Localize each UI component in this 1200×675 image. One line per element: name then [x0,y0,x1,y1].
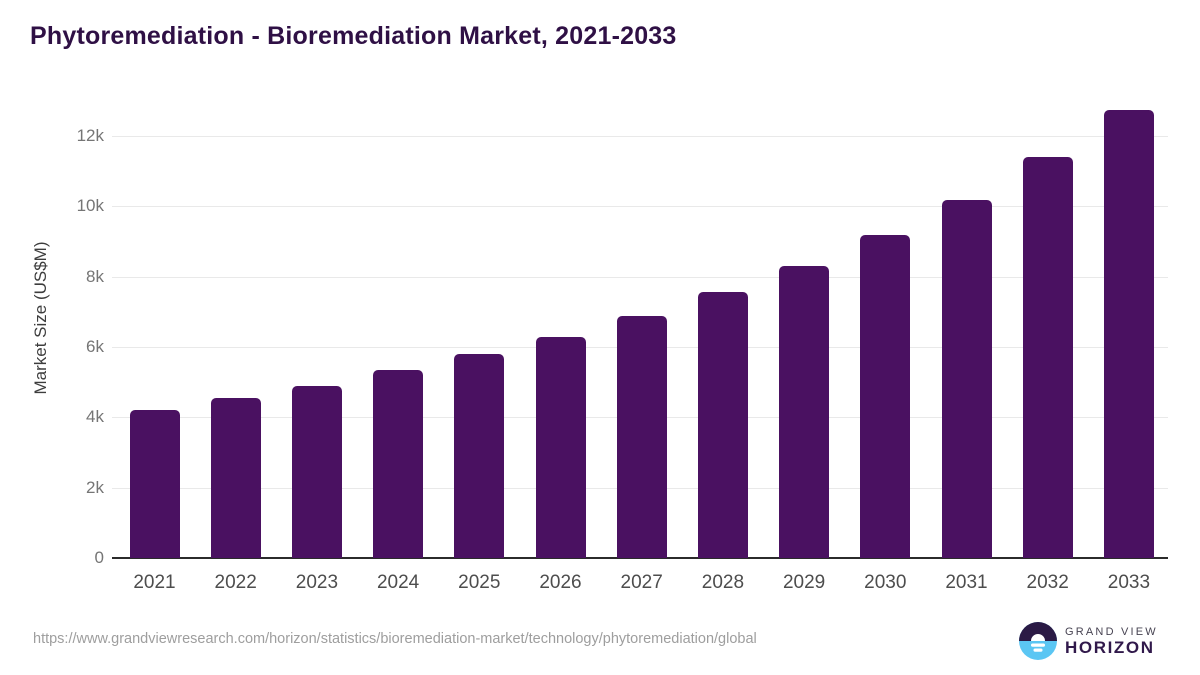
x-tick-label-2027: 2027 [620,572,663,593]
bar-2030[interactable] [860,235,911,558]
source-url: https://www.grandviewresearch.com/horizo… [33,631,757,647]
bar-2029[interactable] [779,266,830,558]
bar-2028[interactable] [697,292,748,558]
y-tick-label-4k: 4k [86,407,104,427]
bar-2021[interactable] [129,409,180,558]
sunrise-horizon-icon [1019,622,1057,660]
x-tick-label-2031: 2031 [945,572,988,593]
y-axis-title: Market Size (US$M) [31,241,50,395]
x-tick-label-2033: 2033 [1107,572,1151,593]
bar-2031[interactable] [941,199,992,558]
x-tick-label-2023: 2023 [295,572,339,593]
grand-view-horizon-logo[interactable]: GRAND VIEW HORIZON [1019,621,1159,661]
gridline-8k [112,276,1168,278]
bar-2025[interactable] [454,354,505,558]
gridline-10k [112,206,1168,208]
x-tick-label-2028: 2028 [701,572,745,593]
x-tick-label-2024: 2024 [376,572,420,593]
gridline-12k [112,135,1168,137]
x-tick-label-2030: 2030 [864,572,907,593]
x-tick-label-2022: 2022 [214,572,257,593]
x-tick-label-2026: 2026 [539,572,582,593]
logo-text: GRAND VIEW HORIZON [1065,626,1158,657]
bar-2033[interactable] [1103,109,1154,558]
logo-brand-name: GRAND VIEW [1065,625,1158,638]
bar-2023[interactable] [291,385,342,558]
y-tick-label-2k: 2k [86,477,104,497]
y-tick-label-10k: 10k [76,196,104,216]
chart-title: Phytoremediation - Bioremediation Market… [30,22,677,50]
x-tick-label-2025: 2025 [458,572,501,593]
bar-2024[interactable] [373,370,424,558]
y-tick-label-12k: 12k [76,125,104,145]
bar-2027[interactable] [616,316,667,558]
x-tick-label-2029: 2029 [782,572,826,593]
y-tick-label-0: 0 [94,548,104,567]
bar-2022[interactable] [210,397,261,558]
y-tick-label-6k: 6k [86,336,104,356]
bar-2026[interactable] [535,337,586,558]
y-tick-label-8k: 8k [86,266,104,286]
logo-product-name: HORIZON [1065,637,1155,657]
plot-area: 0 2k 4k 6k 8k 10k 12k 2021 2022 2023 2024 2025 2026 2… [77,100,1168,593]
x-tick-label-2021: 2021 [133,572,176,593]
x-axis-line [112,557,1168,559]
bar-2032[interactable] [1022,157,1073,558]
x-tick-label-2032: 2032 [1026,572,1069,593]
